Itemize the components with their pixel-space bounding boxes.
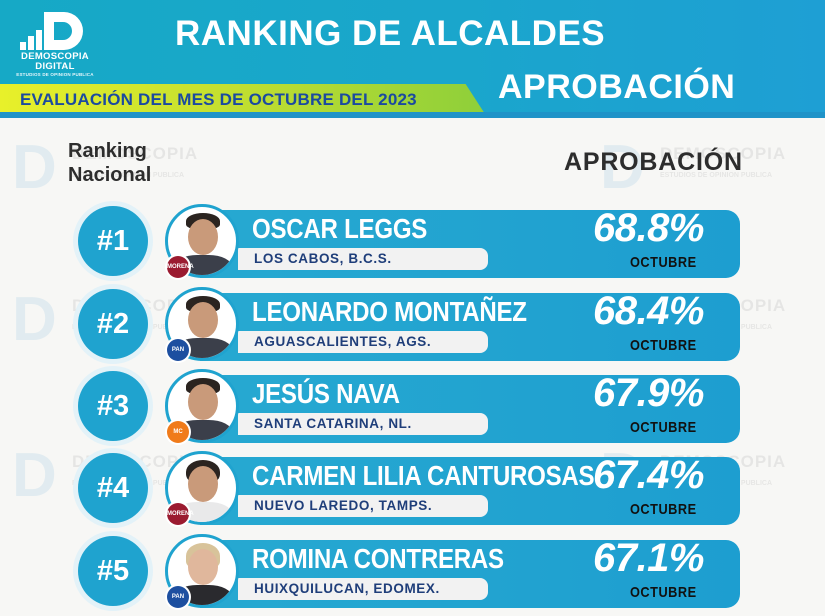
logo-subtext: ESTUDIOS DE OPINION PUBLICA bbox=[16, 72, 94, 77]
rank-badge: #5 bbox=[78, 536, 148, 606]
mayor-city: AGUASCALIENTES, AGS. bbox=[254, 334, 432, 349]
logo-wordmark: DEMOSCOPIA DIGITAL bbox=[10, 52, 100, 72]
subtitle-bar: EVALUACIÓN DEL MES DE OCTUBRE DEL 2023 bbox=[0, 84, 485, 114]
ranking-header-line2: Nacional bbox=[68, 164, 152, 186]
approval-percent: 68.8% bbox=[593, 206, 704, 250]
approval-month: OCTUBRE bbox=[630, 584, 697, 601]
city-label-box: SANTA CATARINA, NL. bbox=[238, 413, 488, 435]
approval-percent: 68.4% bbox=[593, 289, 704, 333]
rank-badge: #2 bbox=[78, 289, 148, 359]
mayor-name: OSCAR LEGGS bbox=[252, 213, 428, 244]
party-logo-icon: MORENA bbox=[167, 256, 194, 278]
logo-line1: DEMOSCOPIA bbox=[21, 51, 89, 62]
avatar bbox=[165, 369, 239, 443]
watermark-logo-icon: D bbox=[12, 133, 57, 202]
approval-percent: 67.9% bbox=[593, 371, 704, 415]
d-logo-icon bbox=[20, 12, 83, 50]
city-label-box: AGUASCALIENTES, AGS. bbox=[238, 331, 488, 353]
face-shape bbox=[188, 549, 218, 585]
mayor-city: HUIXQUILUCAN, EDOMEX. bbox=[254, 581, 440, 596]
ranking-column-header: Ranking Nacional bbox=[68, 139, 151, 187]
face-shape bbox=[188, 466, 218, 502]
ranking-row: #2 LEONARDO MONTAÑEZ AGUASCALIENTES, AGS… bbox=[0, 287, 825, 365]
ranking-row: #5 ROMINA CONTRERAS HUIXQUILUCAN, EDOMEX… bbox=[0, 534, 825, 612]
rank-number: #2 bbox=[96, 308, 130, 340]
mayor-name: LEONARDO MONTAÑEZ bbox=[252, 296, 527, 327]
mayor-name: CARMEN LILIA CANTUROSAS bbox=[252, 460, 595, 491]
approval-month: OCTUBRE bbox=[630, 254, 697, 271]
rank-badge: #3 bbox=[78, 371, 148, 441]
subtitle-text: EVALUACIÓN DEL MES DE OCTUBRE DEL 2023 bbox=[20, 90, 417, 109]
logo-line2: DIGITAL bbox=[35, 61, 75, 72]
mayor-city: NUEVO LAREDO, TAMPS. bbox=[254, 498, 433, 513]
face-shape bbox=[188, 302, 218, 338]
rank-badge: #1 bbox=[78, 206, 148, 276]
approval-percent: 67.1% bbox=[593, 536, 704, 580]
party-logo-icon: MC bbox=[167, 421, 189, 443]
face-shape bbox=[188, 219, 218, 255]
approval-month: OCTUBRE bbox=[630, 337, 697, 354]
ranking-row: #1 OSCAR LEGGS LOS CABOS, B.C.S. 68.8% O… bbox=[0, 204, 825, 282]
aprobacion-column-header: APROBACIÓN bbox=[564, 148, 743, 176]
page-title: RANKING DE ALCALDES bbox=[175, 14, 606, 53]
ranking-header-line1: Ranking bbox=[68, 140, 147, 162]
avatar bbox=[165, 451, 239, 525]
city-label-box: HUIXQUILUCAN, EDOMEX. bbox=[238, 578, 488, 600]
mayor-name: JESÚS NAVA bbox=[252, 378, 400, 409]
mayor-city: SANTA CATARINA, NL. bbox=[254, 416, 412, 431]
rank-number: #5 bbox=[96, 555, 130, 587]
ranking-row: #4 CARMEN LILIA CANTUROSAS NUEVO LAREDO,… bbox=[0, 451, 825, 529]
party-logo-icon: PAN bbox=[167, 339, 189, 361]
approval-month: OCTUBRE bbox=[630, 501, 697, 518]
header-aprobacion: APROBACIÓN bbox=[498, 68, 736, 106]
party-logo-icon: PAN bbox=[167, 586, 189, 608]
rank-number: #4 bbox=[96, 472, 130, 504]
header-banner: DEMOSCOPIA DIGITAL ESTUDIOS DE OPINION P… bbox=[0, 0, 825, 118]
face-shape bbox=[188, 384, 218, 420]
city-label-box: LOS CABOS, B.C.S. bbox=[238, 248, 488, 270]
party-logo-icon: MORENA bbox=[167, 503, 194, 525]
mayor-city: LOS CABOS, B.C.S. bbox=[254, 251, 392, 266]
rank-number: #3 bbox=[96, 390, 130, 422]
approval-month: OCTUBRE bbox=[630, 419, 697, 436]
city-label-box: NUEVO LAREDO, TAMPS. bbox=[238, 495, 488, 517]
rank-badge: #4 bbox=[78, 453, 148, 523]
ranking-row: #3 JESÚS NAVA SANTA CATARINA, NL. 67.9% … bbox=[0, 369, 825, 447]
demoscopia-logo: DEMOSCOPIA DIGITAL ESTUDIOS DE OPINION P… bbox=[10, 8, 100, 78]
mayor-name: ROMINA CONTRERAS bbox=[252, 543, 504, 574]
avatar bbox=[165, 534, 239, 608]
approval-percent: 67.4% bbox=[593, 453, 704, 497]
avatar bbox=[165, 204, 239, 278]
rank-number: #1 bbox=[96, 225, 130, 257]
